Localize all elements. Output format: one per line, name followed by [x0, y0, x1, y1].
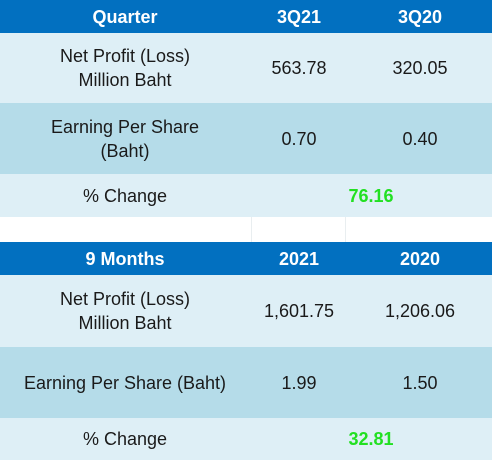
change-row: % Change 32.81 — [0, 418, 492, 460]
label-line: Net Profit (Loss) — [59, 289, 191, 309]
header-period: 9 Months — [85, 248, 165, 269]
table-row: Earning Per Share (Baht) 0.70 0.40 — [0, 103, 492, 174]
table-row: Net Profit (Loss) Million Baht 1,601.75 … — [0, 275, 492, 347]
change-label: % Change — [82, 185, 168, 206]
value-previous: 0.40 — [402, 128, 438, 149]
value-previous: 1,206.06 — [384, 301, 456, 321]
row-label: Net Profit (Loss) Million Baht — [0, 33, 250, 103]
value-current: 1.99 — [281, 372, 317, 393]
table-row: Net Profit (Loss) Million Baht 563.78 32… — [0, 33, 492, 103]
header-current: 3Q21 — [276, 6, 322, 27]
row-label: Earning Per Share (Baht) — [23, 372, 227, 393]
table-gap — [0, 217, 492, 242]
label-line: (Baht) — [100, 140, 150, 161]
row-label: Net Profit (Loss) Million Baht — [0, 275, 250, 347]
header-period: Quarter — [92, 6, 158, 27]
quarter-header-row: Quarter 3Q21 3Q20 — [0, 0, 492, 33]
value-current: 1,601.75 — [263, 301, 335, 321]
label-line: Million Baht — [78, 70, 172, 90]
value-current: 563.78 — [271, 58, 327, 78]
change-value: 76.16 — [348, 185, 394, 206]
change-value: 32.81 — [348, 429, 394, 449]
header-current: 2021 — [278, 248, 320, 269]
header-previous: 2020 — [399, 248, 441, 269]
header-previous: 3Q20 — [397, 6, 443, 27]
column-divider — [251, 217, 252, 242]
label-line: Earning Per Share — [50, 116, 200, 137]
label-line: Net Profit (Loss) — [59, 46, 191, 66]
quarter-table: Quarter 3Q21 3Q20 Net Profit (Loss) Mill… — [0, 0, 492, 217]
value-previous: 320.05 — [392, 58, 448, 78]
value-previous: 1.50 — [402, 372, 438, 393]
change-row: % Change 76.16 — [0, 174, 492, 217]
table-row: Earning Per Share (Baht) 1.99 1.50 — [0, 347, 492, 418]
value-current: 0.70 — [281, 128, 317, 149]
change-label: % Change — [82, 429, 168, 449]
row-label: Earning Per Share (Baht) — [0, 103, 250, 174]
nine-month-table: 9 Months 2021 2020 Net Profit (Loss) Mil… — [0, 242, 492, 460]
column-divider — [345, 217, 346, 242]
label-line: Million Baht — [78, 313, 172, 333]
nine-month-header-row: 9 Months 2021 2020 — [0, 242, 492, 275]
